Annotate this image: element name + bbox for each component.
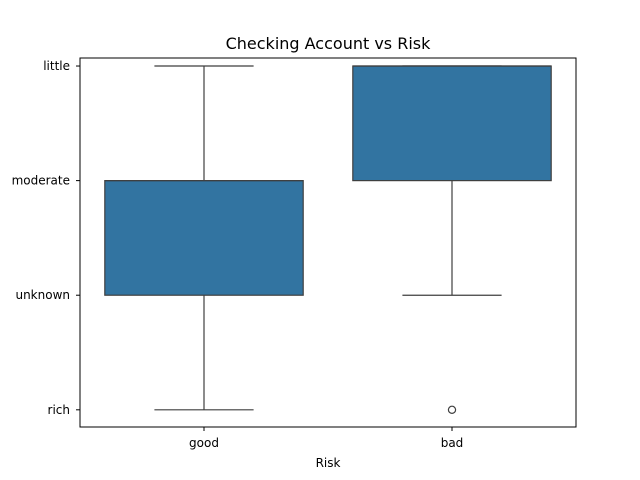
y-tick-label-moderate: moderate [12,174,70,188]
box-good [104,180,304,296]
box-bad [352,65,552,182]
y-tick-label-little: little [43,59,70,73]
y-tick-label-unknown: unknown [15,288,70,302]
y-tick-label-rich: rich [48,403,70,417]
x-tick-label-bad: bad [441,436,464,450]
x-axis-ticks: good bad [189,427,463,450]
plot-area [79,57,577,428]
outlier-bad [447,405,457,415]
y-axis-ticks: rich unknown moderate little [12,59,80,417]
x-tick-label-good: good [189,436,219,450]
axes-frame [79,57,577,428]
chart-title: Checking Account vs Risk [226,34,432,53]
x-axis-label: Risk [316,456,341,470]
